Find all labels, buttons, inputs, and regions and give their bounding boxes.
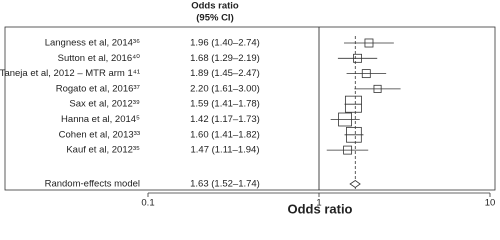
study-box <box>373 84 382 93</box>
study-label: Cohen et al, 2013³³ <box>59 129 140 140</box>
study-box <box>343 145 353 155</box>
frame <box>4 26 496 191</box>
study-label: Hanna et al, 2014⁵ <box>61 114 140 125</box>
page: Odds ratio (95% CI) Odds ratio 0.1 1 10 Lan… <box>0 0 496 217</box>
estimate-text: 1.47 (1.11–1.94) <box>190 145 259 156</box>
study-box <box>353 53 362 63</box>
x-tick-label: 0.1 <box>141 198 154 209</box>
study-box <box>346 126 362 143</box>
study-label: Langness et al, 2014³⁶ <box>45 38 140 49</box>
estimate-text: 1.68 (1.29–2.19) <box>190 53 260 64</box>
x-tick-label: 1 <box>316 198 321 209</box>
chart: Odds ratio (95% CI) Odds ratio 0.1 1 10 Lan… <box>0 1 496 216</box>
estimate-text: 1.60 (1.41–1.82) <box>190 129 260 140</box>
x-axis-label: Odds ratio <box>287 201 352 216</box>
column-subtitle: (95% CI) <box>196 13 233 24</box>
study-box <box>361 69 371 79</box>
estimate-text: 2.20 (1.61–3.00) <box>190 83 260 94</box>
column-title: Odds ratio <box>191 1 239 12</box>
estimate-text: 1.89 (1.45–2.47) <box>190 68 260 79</box>
study-label: Sutton et al, 2016⁴⁰ <box>58 53 141 64</box>
pooled-label: Random-effects model <box>45 179 140 190</box>
estimate-text: 1.42 (1.17–1.73) <box>190 114 260 125</box>
study-label: Sax et al, 2012³⁹ <box>69 99 140 110</box>
study-box <box>338 112 352 127</box>
study-label: Kauf et al, 2012³⁵ <box>66 145 140 156</box>
study-label: Taneja et al, 2012 – MTR arm 1⁴¹ <box>0 68 140 79</box>
pooled-text: 1.63 (1.52–1.74) <box>190 179 260 190</box>
x-tick-label: 10 <box>485 198 496 209</box>
study-box <box>344 95 362 113</box>
study-box <box>364 38 374 48</box>
pooled-diamond <box>349 180 361 188</box>
study-label: Rogato et al, 2016³⁷ <box>56 83 141 94</box>
estimate-text: 1.59 (1.41–1.78) <box>190 99 260 110</box>
estimate-text: 1.96 (1.40–2.74) <box>190 38 260 49</box>
